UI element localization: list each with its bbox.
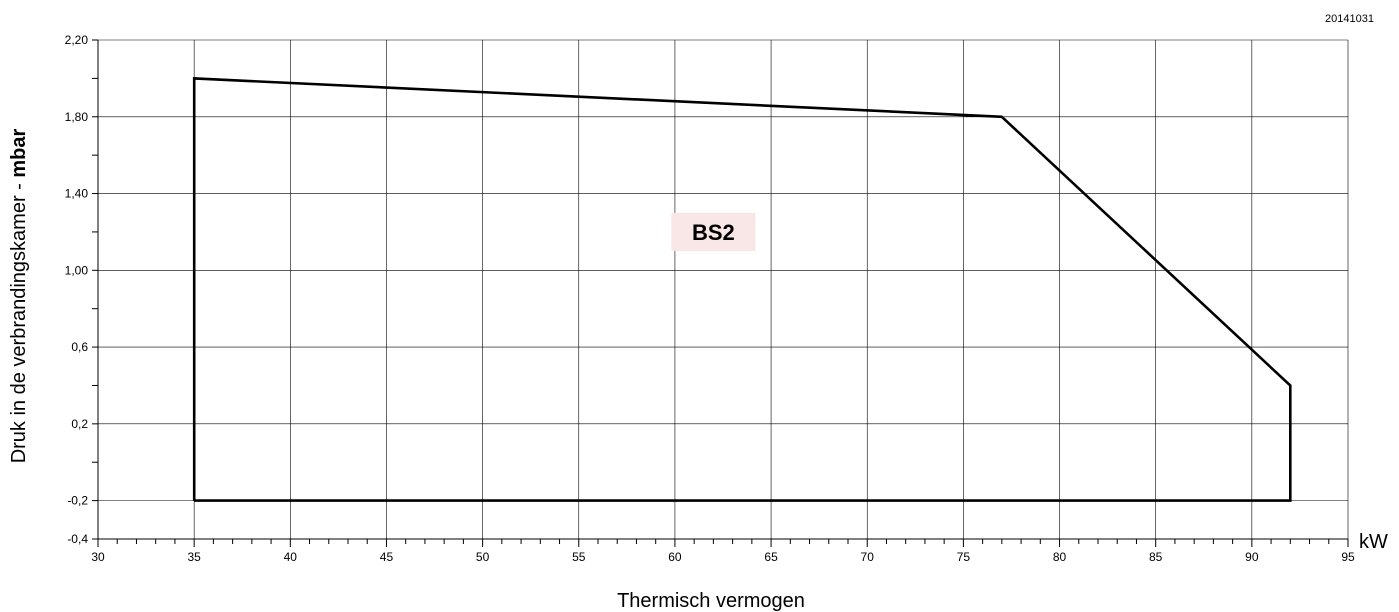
grid-lines bbox=[98, 39, 1349, 539]
y-axis-title-main: Druk in de verbrandingskamer - bbox=[8, 178, 30, 464]
document-code: 20141031 bbox=[1325, 13, 1374, 25]
x-tick-label: 75 bbox=[957, 550, 971, 564]
x-tick-label: 50 bbox=[476, 550, 490, 564]
x-axis-title: Thermisch vermogen bbox=[617, 590, 805, 612]
minor-ticks bbox=[92, 39, 1349, 547]
x-axis-unit: kW bbox=[1359, 531, 1388, 553]
axes bbox=[97, 40, 1348, 540]
annotations: BS2 bbox=[671, 212, 756, 251]
x-tick-label: 30 bbox=[91, 550, 105, 564]
y-tick-label: 2,20 bbox=[65, 33, 89, 47]
x-tick-label: 40 bbox=[284, 550, 298, 564]
y-tick-label: 0,2 bbox=[71, 417, 88, 431]
y-tick-label: 1,80 bbox=[65, 110, 89, 124]
series-group bbox=[192, 77, 1292, 502]
y-axis-title-unit: mbar bbox=[8, 128, 30, 177]
series-line bbox=[192, 77, 1292, 502]
x-tick-label: 80 bbox=[1053, 550, 1067, 564]
x-tick-label: 90 bbox=[1245, 550, 1259, 564]
y-axis-title: Druk in de verbrandingskamer - mbar bbox=[8, 128, 30, 463]
y-tick-label: -0,4 bbox=[67, 532, 88, 546]
y-tick-label: -0,2 bbox=[67, 494, 88, 508]
tick-labels: 30 35 40 45 50 55 60 65 70 75 80 85 90 95 -0,4 -0,2 0,2 0… bbox=[65, 33, 1355, 564]
x-tick-label: 95 bbox=[1341, 550, 1355, 564]
y-tick-label: 0,6 bbox=[71, 340, 88, 354]
x-tick-label: 85 bbox=[1149, 550, 1163, 564]
x-tick-label: 45 bbox=[380, 550, 394, 564]
x-tick-label: 60 bbox=[668, 550, 682, 564]
x-tick-label: 70 bbox=[861, 550, 875, 564]
y-tick-label: 1,00 bbox=[65, 263, 89, 277]
x-tick-label: 55 bbox=[572, 550, 586, 564]
annotation-label: BS2 bbox=[692, 220, 735, 245]
x-tick-label: 35 bbox=[187, 550, 201, 564]
y-tick-label: 1,40 bbox=[65, 187, 89, 201]
x-tick-label: 65 bbox=[764, 550, 778, 564]
annotation-box bbox=[671, 212, 756, 251]
